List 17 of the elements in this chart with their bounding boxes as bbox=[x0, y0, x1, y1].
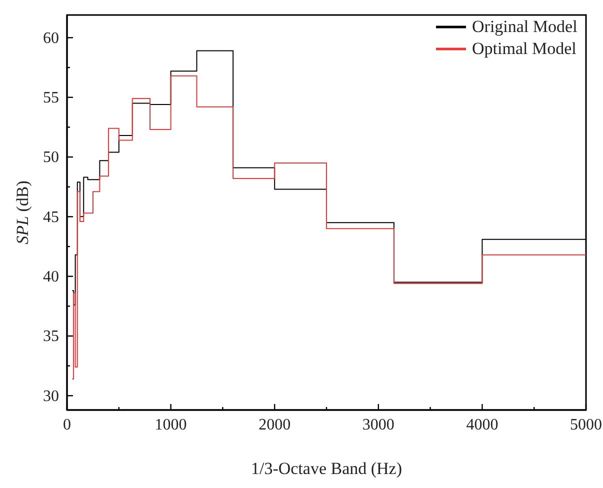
y-tick-label: 30 bbox=[43, 388, 59, 405]
y-tick-label: 60 bbox=[43, 30, 59, 47]
x-tick-label: 4000 bbox=[466, 416, 498, 434]
legend-label: Original Model bbox=[472, 17, 578, 36]
x-axis-title: 1/3-Octave Band (Hz) bbox=[250, 459, 402, 478]
y-tick-label: 55 bbox=[43, 89, 59, 106]
x-tick-label: 1000 bbox=[154, 416, 187, 434]
x-tick-label: 0 bbox=[63, 416, 71, 434]
y-tick-label: 35 bbox=[43, 328, 59, 346]
x-tick-label: 5000 bbox=[570, 416, 602, 434]
x-tick-label: 2000 bbox=[258, 416, 291, 434]
y-axis-title: SPL (dB) bbox=[13, 180, 32, 244]
legend-label: Optimal Model bbox=[472, 39, 577, 58]
x-tick-label: 3000 bbox=[362, 416, 394, 434]
y-tick-label: 45 bbox=[43, 208, 59, 226]
y-tick-label: 40 bbox=[43, 268, 59, 286]
y-tick-label: 50 bbox=[43, 149, 59, 166]
